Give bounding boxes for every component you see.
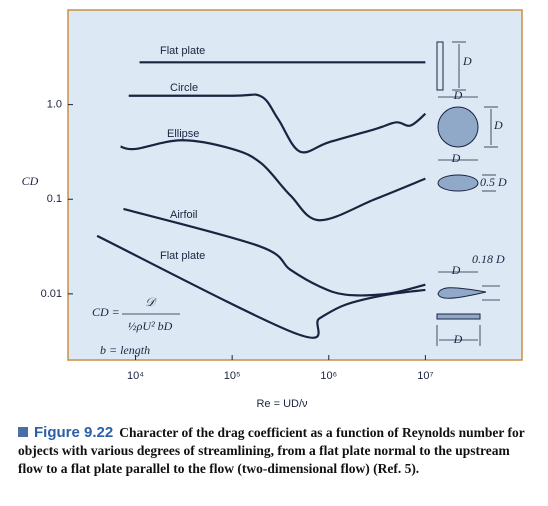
formula-note: b = length [100, 343, 150, 357]
series-label: Circle [170, 82, 198, 94]
y-tick-label: 0.1 [47, 193, 62, 205]
formula-numerator: 𝒟 [145, 295, 157, 309]
shape-flat-plate-parallel: D [436, 313, 481, 346]
formula-lhs: CD = [92, 305, 120, 319]
y-axis-label: CD [22, 174, 39, 188]
x-tick-label: 10⁵ [224, 370, 241, 382]
shape-label: 0.18 D [472, 252, 505, 266]
shape-flat-plate-normal: D [436, 41, 472, 91]
curve [120, 139, 426, 222]
shape-label: D [453, 88, 463, 102]
series-label: Airfoil [170, 209, 198, 221]
shape-label: D [451, 263, 461, 277]
caption-text: Character of the drag coefficient as a f… [18, 425, 525, 476]
series-label: Flat plate [160, 250, 205, 262]
series-label: Flat plate [160, 45, 205, 57]
shape-circle: D D [437, 88, 503, 148]
series-label: Ellipse [167, 128, 199, 140]
shape-label: D [462, 54, 472, 68]
formula-denominator: ½ρU² bD [128, 319, 173, 333]
x-tick-label: 10⁷ [417, 370, 433, 382]
shape-label: D [493, 118, 503, 132]
caption-marker [18, 427, 28, 437]
x-tick-label: 10⁶ [320, 370, 337, 382]
curve [96, 234, 426, 339]
shape-label: D [453, 332, 463, 346]
x-axis-label: Re = UD/ν [256, 398, 308, 410]
y-tick-label: 0.01 [41, 288, 62, 300]
shape-label: 0.5 D [480, 175, 507, 189]
curve [128, 93, 427, 154]
x-tick-label: 10⁴ [127, 370, 144, 382]
shape-ellipse: D 0.5 D [437, 151, 507, 192]
marks [68, 61, 427, 360]
y-tick-label: 1.0 [47, 99, 62, 111]
caption: Figure 9.22 Character of the drag coeffic… [18, 424, 533, 478]
shape-label: D [451, 151, 461, 165]
figure-number: Figure 9.22 [34, 424, 114, 441]
shape-airfoil: 0.18 D D [437, 252, 505, 301]
chart: CD Re = UD/ν CD = 𝒟 ½ρU² bD b = length D… [22, 9, 523, 410]
